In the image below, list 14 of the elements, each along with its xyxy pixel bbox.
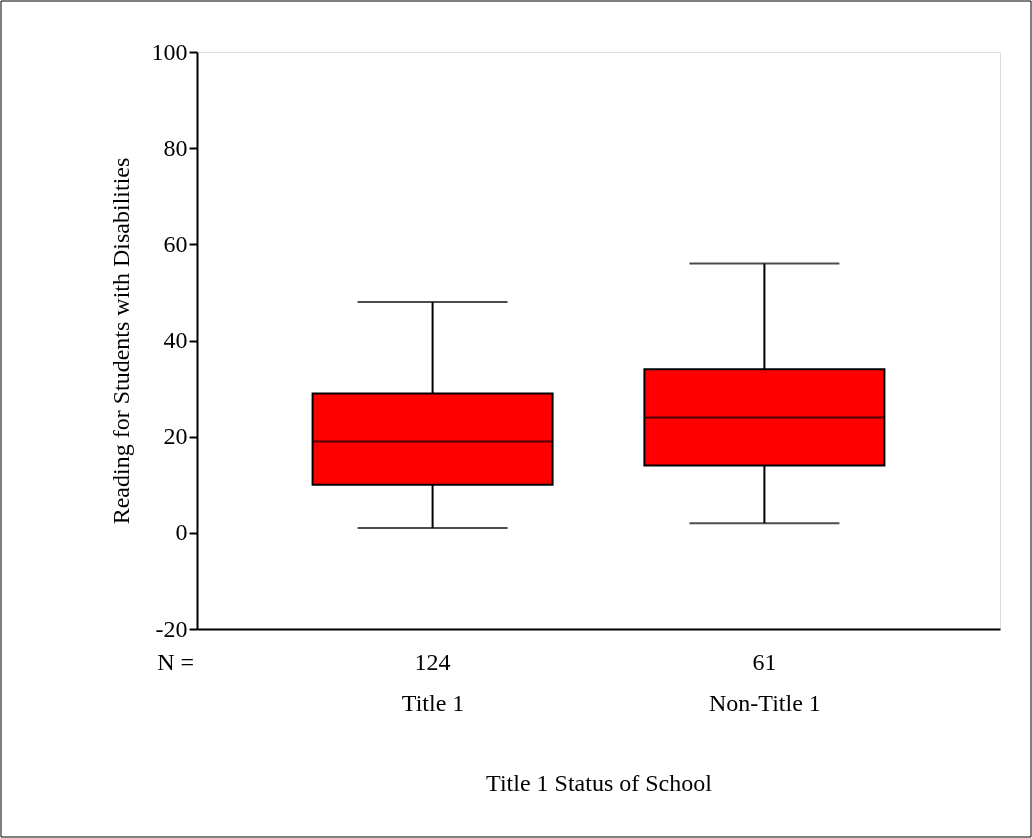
y-axis-title: Reading for Students with Disabilities <box>107 157 134 525</box>
y-tick-label: 0 <box>175 519 188 546</box>
x-tick-label: Title 1 <box>401 689 465 716</box>
y-tick-label: -20 <box>155 615 188 642</box>
y-tick-label: 20 <box>163 423 188 450</box>
x-tick-label: Non-Title 1 <box>709 689 821 716</box>
y-tick-label: 80 <box>163 134 188 161</box>
text: 61 <box>752 649 777 675</box>
y-tick-label: 100 <box>151 38 188 65</box>
text: N = <box>157 649 194 675</box>
y-tick-label: 60 <box>163 230 188 257</box>
text: 124 <box>414 649 451 675</box>
x-axis-title: Title 1 Status of School <box>486 769 713 796</box>
y-tick-label: 40 <box>163 327 188 353</box>
